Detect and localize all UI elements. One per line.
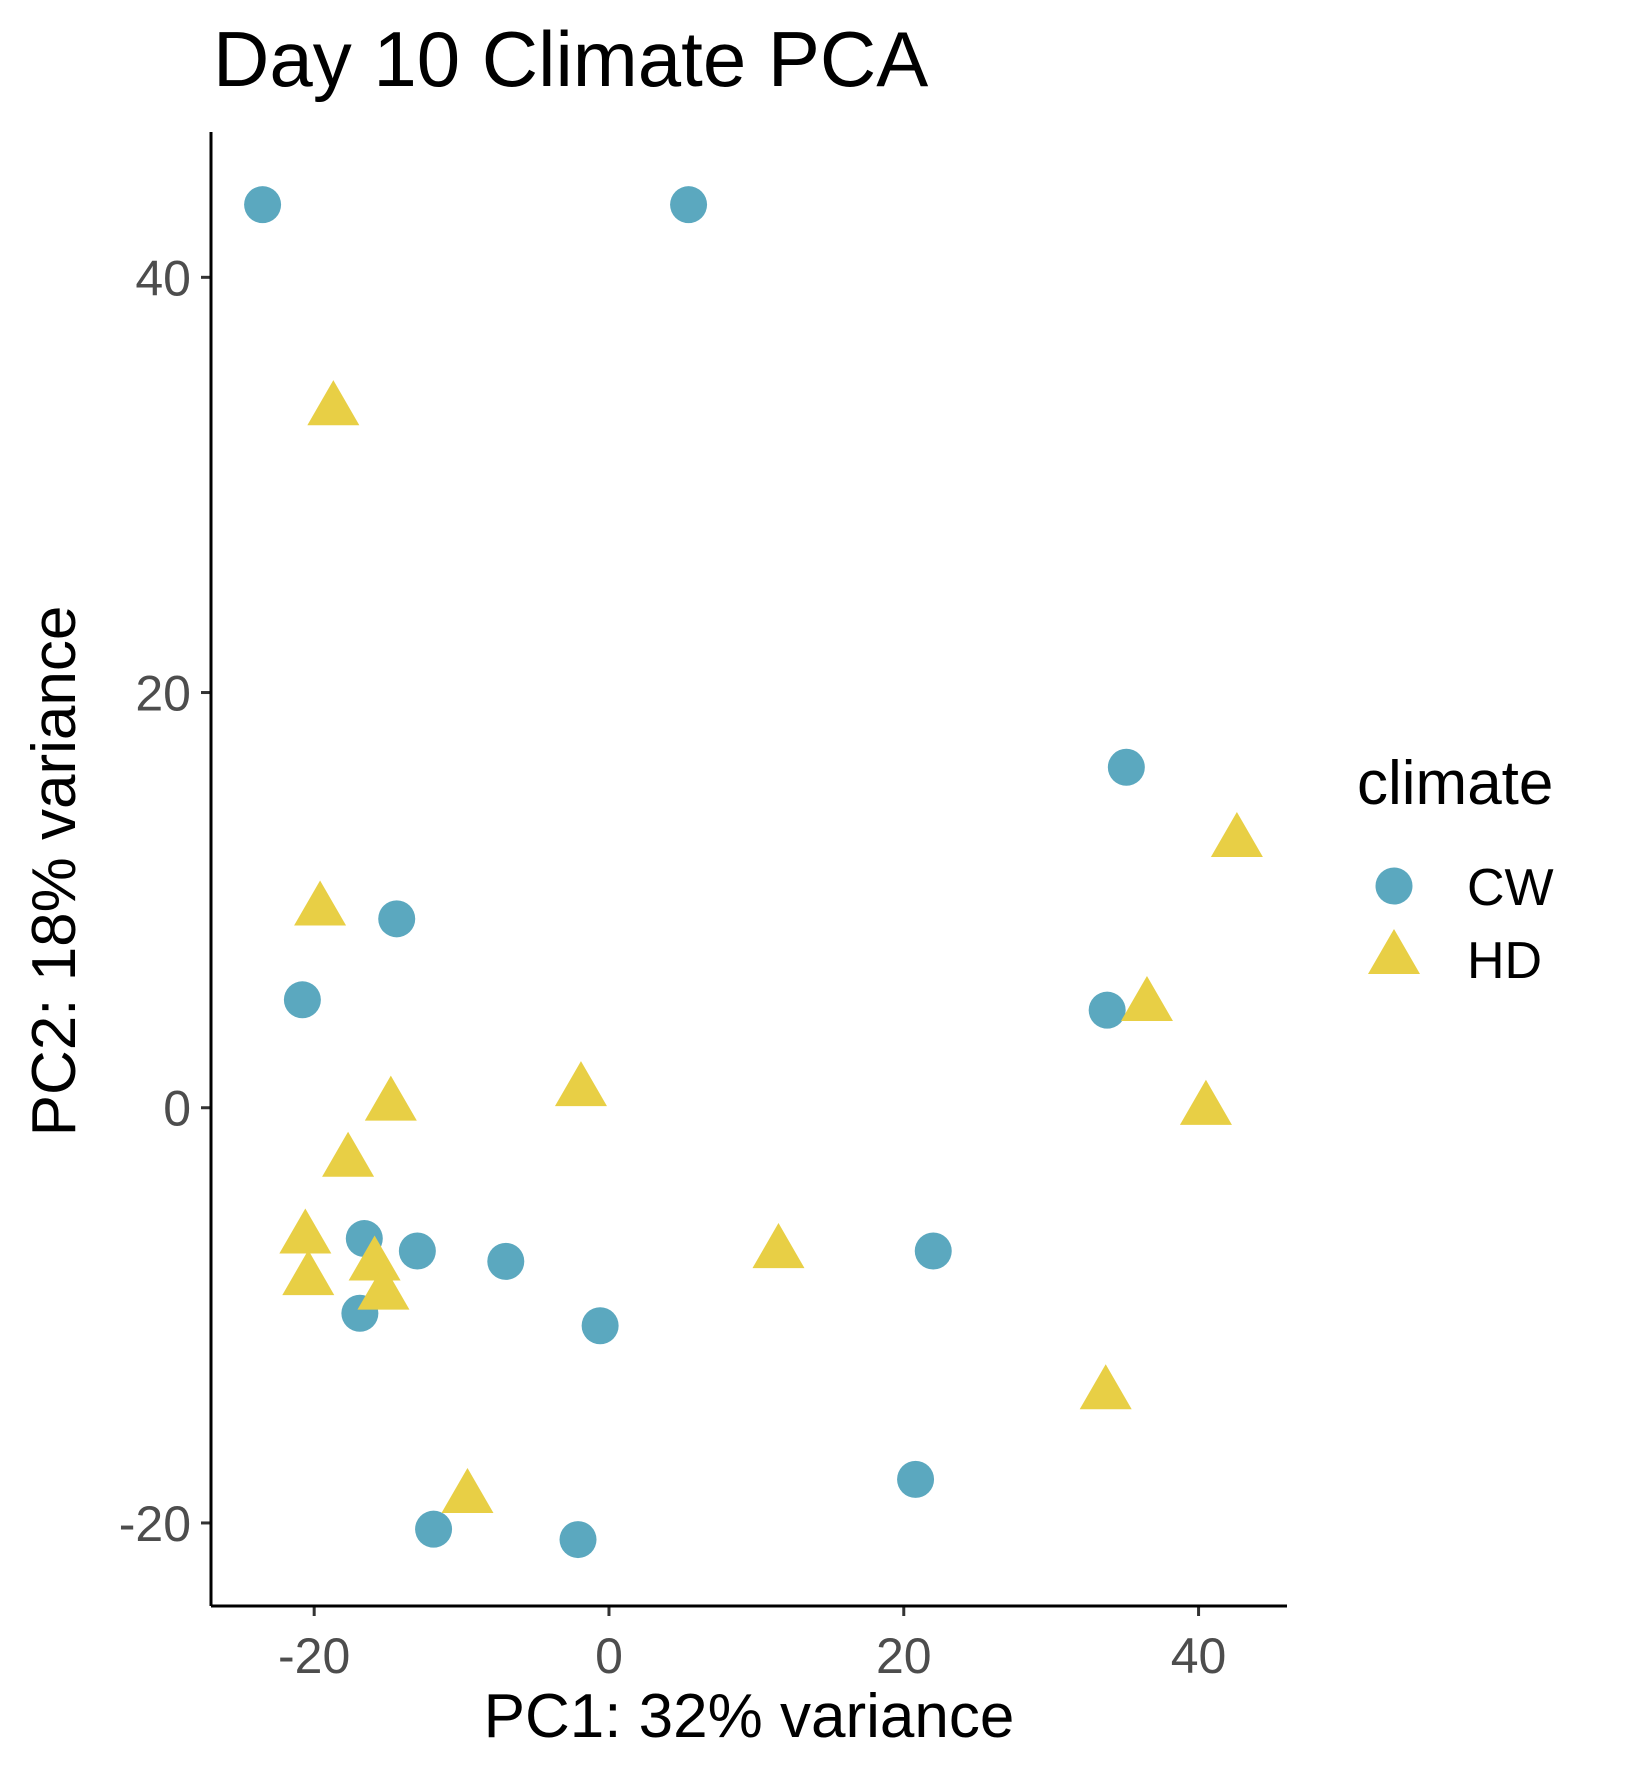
point-hd xyxy=(1079,1364,1132,1410)
point-cw xyxy=(1088,991,1126,1029)
point-hd xyxy=(364,1075,417,1121)
point-hd xyxy=(752,1223,805,1269)
legend: climate CW HD xyxy=(1357,749,1554,990)
point-cw xyxy=(670,186,708,224)
legend-items: CW HD xyxy=(1368,859,1554,990)
point-hd xyxy=(294,880,347,926)
legend-key-cw xyxy=(1375,867,1413,905)
legend-label-hd: HD xyxy=(1467,932,1542,990)
point-hd xyxy=(348,1235,401,1281)
plot-points xyxy=(244,186,1263,1559)
point-cw xyxy=(559,1521,597,1559)
point-hd xyxy=(307,380,360,426)
legend-title: climate xyxy=(1357,749,1553,818)
point-hd xyxy=(282,1250,335,1296)
y-tick-label: 0 xyxy=(163,1081,191,1137)
point-cw xyxy=(378,900,416,938)
point-hd xyxy=(322,1131,375,1177)
x-axis-ticks: -20 0 20 40 xyxy=(278,1606,1226,1684)
legend-key-hd xyxy=(1368,928,1420,975)
y-tick-label: 20 xyxy=(135,666,191,722)
point-cw xyxy=(487,1242,525,1280)
point-hd xyxy=(554,1061,607,1107)
x-axis-label: PC1: 32% variance xyxy=(484,1682,1015,1751)
legend-label-cw: CW xyxy=(1467,859,1554,917)
y-axis-label: PC2: 18% variance xyxy=(20,606,89,1137)
y-tick-label: -20 xyxy=(119,1496,191,1552)
point-cw xyxy=(1107,748,1145,786)
point-cw xyxy=(581,1307,619,1345)
point-hd xyxy=(357,1264,410,1310)
point-cw xyxy=(283,981,321,1019)
axis-lines xyxy=(209,132,1287,1608)
point-cw xyxy=(897,1460,935,1498)
y-tick-label: 40 xyxy=(135,250,191,306)
point-cw xyxy=(398,1232,436,1270)
x-tick-label: 20 xyxy=(876,1628,932,1684)
point-hd xyxy=(279,1208,332,1254)
y-axis-ticks: -20 0 20 40 xyxy=(119,250,211,1552)
point-hd xyxy=(1179,1079,1232,1125)
x-tick-label: -20 xyxy=(278,1628,350,1684)
point-cw xyxy=(914,1232,952,1270)
x-tick-label: 40 xyxy=(1171,1628,1227,1684)
x-tick-label: 0 xyxy=(595,1628,623,1684)
point-hd xyxy=(1120,975,1173,1022)
chart-title: Day 10 Climate PCA xyxy=(213,15,928,103)
point-hd xyxy=(1210,811,1263,858)
point-hd xyxy=(441,1468,494,1514)
point-cw xyxy=(415,1510,453,1548)
point-cw xyxy=(244,186,282,224)
